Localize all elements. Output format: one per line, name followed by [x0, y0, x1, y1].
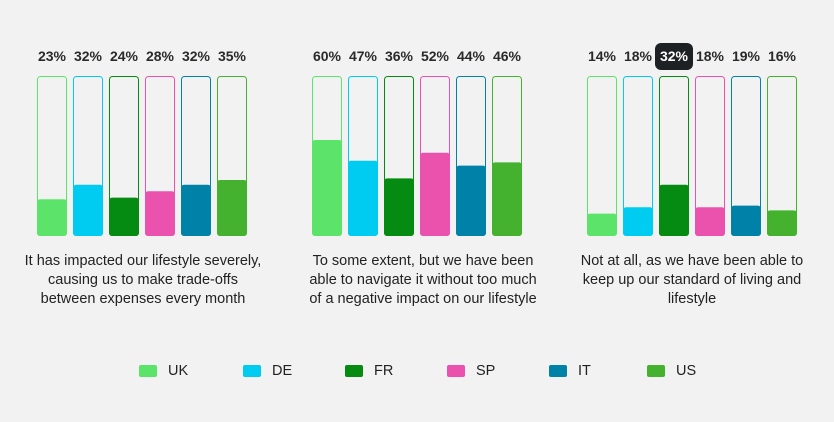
- bar-uk: [587, 213, 617, 236]
- legend-label-us: US: [676, 363, 697, 379]
- value-label-us: 35%: [218, 48, 247, 64]
- legend-item-us: US: [647, 361, 696, 381]
- bar-it: [456, 165, 486, 236]
- bar-de: [73, 184, 103, 236]
- bar-de: [348, 160, 378, 236]
- legend-item-de: DE: [243, 361, 292, 381]
- value-label-us: 46%: [493, 48, 522, 64]
- bar-uk: [312, 140, 342, 236]
- value-label-fr: 36%: [385, 48, 414, 64]
- bar-us: [492, 162, 522, 236]
- value-label-de: 32%: [74, 48, 103, 64]
- value-label-uk: 14%: [588, 48, 617, 64]
- value-label-de: 47%: [349, 48, 378, 64]
- value-label-us: 16%: [768, 48, 797, 64]
- legend-item-sp: SP: [447, 361, 495, 381]
- value-label-sp: 18%: [696, 48, 725, 64]
- bar-fr: [384, 178, 414, 236]
- bar-it: [731, 205, 761, 236]
- legend-item-fr: FR: [345, 361, 393, 381]
- legend-swatch-us: [647, 365, 665, 377]
- legend-label-sp: SP: [476, 363, 496, 379]
- legend-swatch-uk: [139, 365, 157, 377]
- bar-sp: [420, 152, 450, 236]
- bar-us: [217, 180, 247, 236]
- group-caption-2: To some extent, but we have been able to…: [309, 253, 537, 307]
- bar-fr: [109, 197, 139, 236]
- bar-it: [181, 184, 211, 236]
- value-label-de: 18%: [624, 48, 653, 64]
- value-label-it: 19%: [732, 48, 761, 64]
- legend-item-it: IT: [549, 361, 591, 381]
- value-label-uk: 23%: [38, 48, 67, 64]
- legend-label-uk: UK: [168, 363, 189, 379]
- grouped-bar-chart: 23% 32% 24% 28% 32% 35% 60% 47% 36% 52% 44% 46% 14% 1…: [37, 43, 797, 236]
- value-label-uk: 60%: [313, 48, 342, 64]
- legend-item-uk: UK: [139, 361, 188, 381]
- bar-group-1: 23% 32% 24% 28% 32% 35%: [37, 48, 247, 236]
- value-label-it: 44%: [457, 48, 486, 64]
- bar-fr: [659, 184, 689, 236]
- legend: UK DE FR SP IT US: [0, 361, 834, 381]
- legend-swatch-fr: [345, 365, 363, 377]
- value-label-fr: 32%: [660, 48, 689, 64]
- bar-group-2: 60% 47% 36% 52% 44% 46%: [312, 48, 522, 236]
- legend-swatch-de: [243, 365, 261, 377]
- legend-label-de: DE: [272, 363, 293, 379]
- legend-swatch-sp: [447, 365, 465, 377]
- bar-track-uk: [587, 76, 617, 236]
- value-label-fr: 24%: [110, 48, 139, 64]
- legend-label-fr: FR: [374, 363, 394, 379]
- highlight-badge: [655, 43, 693, 70]
- value-label-it: 32%: [182, 48, 211, 64]
- bar-de: [623, 207, 653, 236]
- group-caption-3: Not at all, as we have been able to keep…: [580, 253, 804, 307]
- legend-label-it: IT: [578, 363, 591, 379]
- bar-sp: [145, 191, 175, 236]
- legend-swatch-it: [549, 365, 567, 377]
- bar-uk: [37, 199, 67, 236]
- value-label-sp: 52%: [421, 48, 450, 64]
- bar-group-3: 14% 18% 32% 18% 19% 16%: [587, 43, 797, 236]
- bar-sp: [695, 207, 725, 236]
- group-caption-1: It has impacted our lifestyle severely, …: [24, 253, 262, 307]
- value-label-sp: 28%: [146, 48, 175, 64]
- bar-us: [767, 210, 797, 236]
